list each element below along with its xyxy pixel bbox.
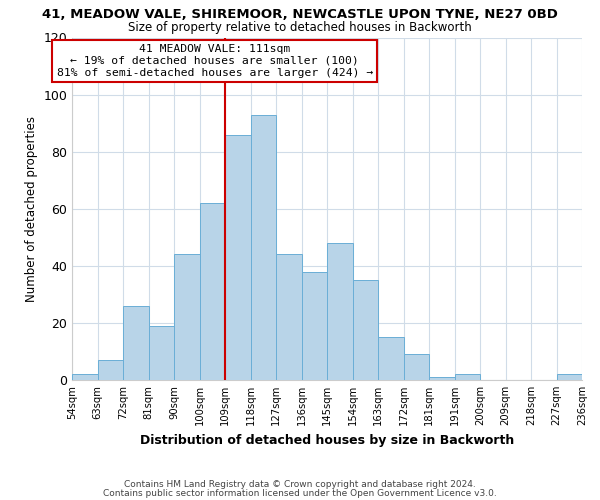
Bar <box>123 306 149 380</box>
Text: Contains public sector information licensed under the Open Government Licence v3: Contains public sector information licen… <box>103 488 497 498</box>
Bar <box>199 203 225 380</box>
Bar <box>97 360 123 380</box>
Bar <box>225 134 251 380</box>
Bar <box>327 243 353 380</box>
Text: 41 MEADOW VALE: 111sqm
← 19% of detached houses are smaller (100)
81% of semi-de: 41 MEADOW VALE: 111sqm ← 19% of detached… <box>56 44 373 78</box>
Text: Size of property relative to detached houses in Backworth: Size of property relative to detached ho… <box>128 21 472 34</box>
Y-axis label: Number of detached properties: Number of detached properties <box>25 116 38 302</box>
Bar <box>378 337 404 380</box>
Bar <box>174 254 199 380</box>
Text: Contains HM Land Registry data © Crown copyright and database right 2024.: Contains HM Land Registry data © Crown c… <box>124 480 476 489</box>
Bar <box>455 374 480 380</box>
Text: 41, MEADOW VALE, SHIREMOOR, NEWCASTLE UPON TYNE, NE27 0BD: 41, MEADOW VALE, SHIREMOOR, NEWCASTLE UP… <box>42 8 558 20</box>
Bar <box>72 374 97 380</box>
Bar <box>404 354 429 380</box>
Bar <box>276 254 302 380</box>
Bar <box>251 114 276 380</box>
Bar <box>557 374 582 380</box>
Bar <box>149 326 174 380</box>
Bar <box>429 377 455 380</box>
X-axis label: Distribution of detached houses by size in Backworth: Distribution of detached houses by size … <box>140 434 514 446</box>
Bar <box>302 272 327 380</box>
Bar <box>353 280 378 380</box>
